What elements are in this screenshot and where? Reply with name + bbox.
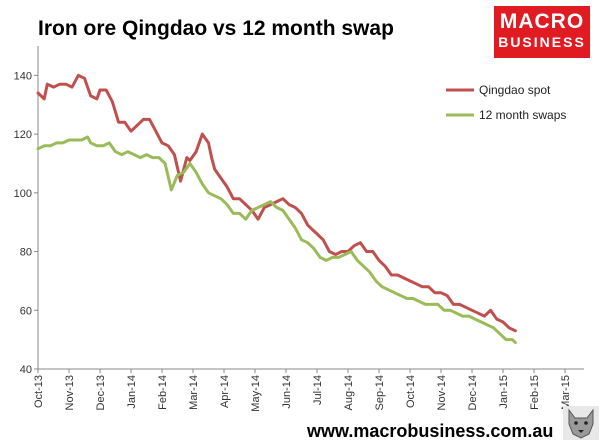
series-lines xyxy=(36,73,517,345)
x-tick-label: Apr-14 xyxy=(219,375,231,408)
y-tick-label: 140 xyxy=(14,70,32,82)
x-tick-label: Jul-14 xyxy=(312,375,324,405)
x-tick-label: Dec-13 xyxy=(95,375,107,410)
y-tick-label: 40 xyxy=(20,364,32,376)
y-tick-label: 120 xyxy=(14,129,32,141)
x-tick-label: Aug-14 xyxy=(343,375,355,410)
macro-business-logo: MACRO BUSINESS xyxy=(494,6,590,58)
x-tick-label: Nov-14 xyxy=(436,375,448,410)
legend: Qingdao spot 12 month swaps xyxy=(446,83,566,122)
x-tick-label: Oct-14 xyxy=(405,375,417,408)
chart-title: Iron ore Qingdao vs 12 month swap xyxy=(38,17,394,40)
footer-url: www.macrobusiness.com.au xyxy=(307,421,554,441)
legend-label: Qingdao spot xyxy=(479,83,551,97)
wolf-mascot-icon xyxy=(563,406,599,440)
series-line-12-month-swaps xyxy=(36,135,517,345)
x-tick-label: Jan-14 xyxy=(126,375,138,409)
x-tick-label: Mar-15 xyxy=(560,375,572,410)
x-tick-label: Mar-14 xyxy=(188,375,200,410)
x-tick-label: Jan-15 xyxy=(498,375,510,409)
legend-label: 12 month swaps xyxy=(479,108,566,122)
axes xyxy=(37,46,584,370)
series-line-qingdao-spot xyxy=(36,73,517,333)
logo-line1: MACRO xyxy=(499,10,585,33)
x-tick-label: Sep-14 xyxy=(374,375,386,410)
x-tick-label: Feb-14 xyxy=(157,375,169,410)
logo-line2: BUSINESS xyxy=(498,34,586,50)
y-tick-label: 100 xyxy=(14,188,32,200)
x-tick-label: Oct-13 xyxy=(33,375,45,408)
y-tick-label: 60 xyxy=(20,305,32,317)
x-tick-label: Dec-14 xyxy=(467,375,479,410)
x-tick-label: Jun-14 xyxy=(281,375,293,409)
x-tick-label: Nov-13 xyxy=(64,375,76,410)
x-ticks: Oct-13 Nov-13 Dec-13 Jan-14 Feb-14 Mar-14 Apr-… xyxy=(33,369,572,412)
x-tick-label: May-14 xyxy=(250,375,262,412)
x-tick-label: Feb-15 xyxy=(529,375,541,410)
y-ticks: 40 60 80 100 120 140 xyxy=(14,70,38,376)
y-tick-label: 80 xyxy=(20,247,32,259)
